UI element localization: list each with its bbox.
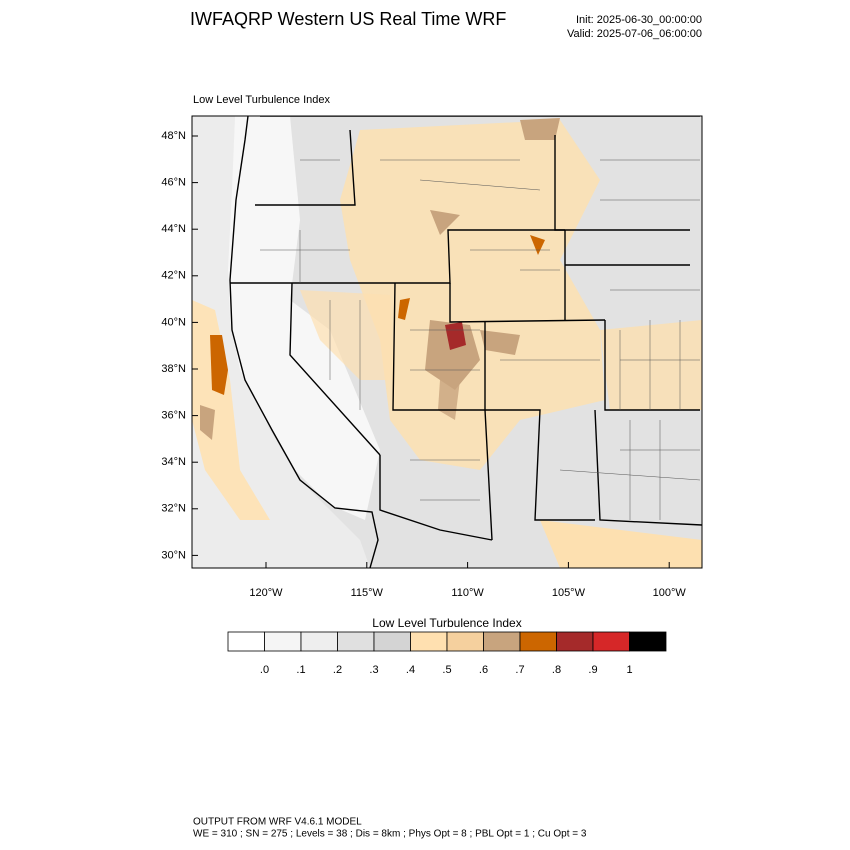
- colorbar-box: [410, 631, 448, 652]
- colorbar-label: .0: [260, 664, 269, 676]
- lon-label: 120°W: [249, 587, 283, 599]
- map-title: Low Level Turbulence Index: [193, 94, 330, 106]
- colorbar-label: .3: [369, 664, 378, 676]
- colorbar-box: [337, 631, 375, 652]
- lat-label: 38°N: [161, 363, 186, 375]
- colorbar-label: .8: [552, 664, 561, 676]
- colorbar-box: [519, 631, 557, 652]
- lat-label: 40°N: [161, 316, 186, 328]
- colorbar-box: [446, 631, 484, 652]
- colorbar-label: .2: [333, 664, 342, 676]
- colorbar-label: .9: [588, 664, 597, 676]
- lat-label: 46°N: [161, 177, 186, 189]
- colorbar-box: [300, 631, 338, 652]
- map: [192, 116, 702, 568]
- lat-label: 48°N: [161, 130, 186, 142]
- colorbar-label: .4: [406, 664, 415, 676]
- colorbar-box: [556, 631, 594, 652]
- lon-label: 100°W: [653, 587, 687, 599]
- lat-label: 34°N: [161, 456, 186, 468]
- colorbar-label: .1: [296, 664, 305, 676]
- footer-line: OUTPUT FROM WRF V4.6.1 MODEL: [193, 817, 362, 828]
- init-time: Init: 2025-06-30_00:00:00: [576, 14, 702, 26]
- valid-time: Valid: 2025-07-06_06:00:00: [567, 28, 702, 40]
- lat-label: 30°N: [161, 549, 186, 561]
- lon-label: 110°W: [451, 587, 484, 599]
- map-frame: [191, 115, 703, 569]
- footer-line: WE = 310 ; SN = 275 ; Levels = 38 ; Dis …: [193, 829, 587, 840]
- colorbar-label: .6: [479, 664, 488, 676]
- lon-label: 105°W: [552, 587, 586, 599]
- colorbar-box: [629, 631, 667, 652]
- title: IWFAQRP Western US Real Time WRF: [190, 9, 506, 29]
- colorbar-title: Low Level Turbulence Index: [372, 616, 521, 630]
- colorbar-box: [373, 631, 411, 652]
- lat-label: 32°N: [161, 503, 186, 515]
- colorbar-label: .7: [515, 664, 524, 676]
- colorbar-box: [264, 631, 302, 652]
- lon-label: 115°W: [351, 587, 384, 599]
- lat-label: 36°N: [161, 410, 186, 422]
- lat-label: 44°N: [161, 223, 186, 235]
- colorbar-box: [592, 631, 630, 652]
- colorbar-label: 1: [626, 664, 632, 676]
- colorbar-label: .5: [442, 664, 451, 676]
- colorbar-box: [483, 631, 521, 652]
- lat-label: 42°N: [161, 270, 186, 282]
- colorbar-box: [227, 631, 265, 652]
